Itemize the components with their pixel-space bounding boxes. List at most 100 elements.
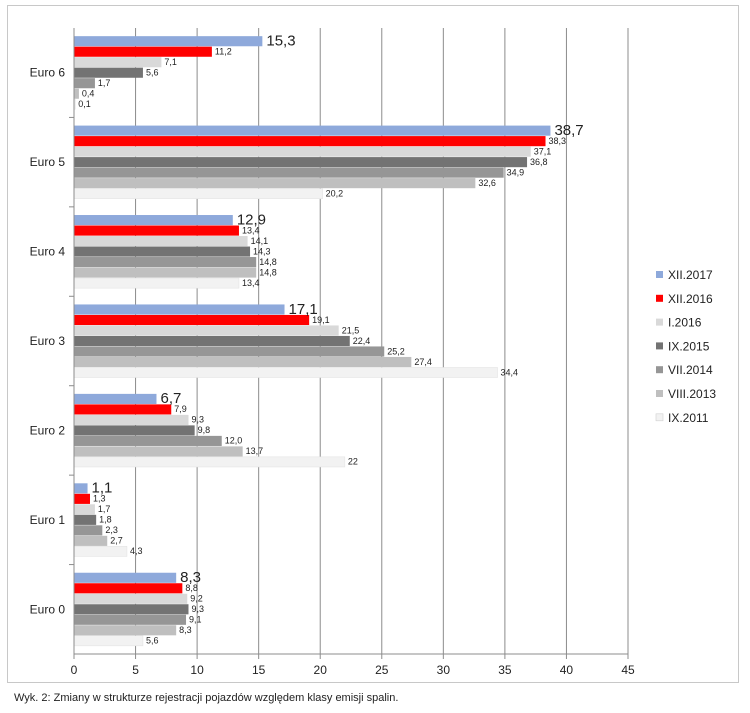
data-label: 12,0	[225, 436, 243, 446]
data-label: 8,3	[180, 569, 201, 586]
bar	[74, 404, 172, 415]
data-label: 14,3	[253, 246, 271, 256]
axis-layer: 0 5 10 15 20 25 30 35 40 45 Euro 6 Euro 5 Euro 4 Euro…	[30, 28, 635, 677]
data-label: 19,1	[312, 315, 330, 325]
legend-swatch	[656, 342, 663, 350]
legend-label: XII.2016	[668, 292, 713, 306]
data-label: 7,1	[164, 57, 177, 67]
category-label: Euro 6	[30, 66, 66, 80]
data-label: 6,7	[160, 390, 181, 407]
bars-layer	[73, 36, 551, 647]
bar	[74, 483, 88, 494]
legend-swatch	[656, 366, 663, 374]
value-labels-layer: 15,311,27,15,61,70,40,138,738,337,136,83…	[78, 32, 583, 645]
legend: XII.2017 XII.2016 I.2016 IX.2015 VII.2014 VII…	[655, 268, 716, 425]
category-label: Euro 1	[30, 513, 66, 527]
data-label: 13,7	[246, 446, 264, 456]
bar	[74, 593, 188, 604]
bar	[74, 335, 350, 347]
bar	[74, 136, 546, 147]
bar	[74, 46, 212, 57]
legend-swatch	[656, 390, 663, 397]
bar	[73, 277, 240, 289]
data-label: 8,8	[185, 583, 198, 593]
data-label: 34,9	[507, 167, 525, 177]
data-label: 9,2	[190, 594, 203, 604]
data-label: 14,8	[259, 257, 277, 267]
bar	[74, 493, 91, 504]
data-label: 0,1	[78, 99, 91, 109]
data-label: 20,2	[326, 188, 344, 198]
bar	[74, 414, 189, 425]
data-label: 2,7	[110, 536, 123, 546]
bar	[74, 356, 412, 368]
x-tick-label: 25	[375, 663, 389, 677]
data-label: 13,4	[242, 225, 260, 235]
bar	[74, 267, 257, 278]
x-tick-label: 5	[132, 663, 139, 677]
x-tick-label: 20	[314, 663, 328, 677]
bar	[74, 572, 177, 583]
x-tick-label: 40	[560, 663, 574, 677]
legend-swatch	[656, 271, 663, 278]
data-label: 38,7	[554, 122, 583, 139]
data-label: 22	[348, 457, 358, 467]
data-label: 8,3	[179, 625, 192, 635]
bar	[74, 215, 233, 226]
category-label: Euro 3	[30, 334, 66, 348]
bar	[73, 635, 144, 647]
bar	[74, 504, 95, 515]
bar	[74, 236, 248, 247]
bar	[74, 88, 79, 99]
bar	[74, 36, 263, 47]
bar	[74, 525, 103, 536]
legend-label: I.2016	[668, 316, 702, 330]
legend-label: IX.2011	[668, 411, 709, 425]
data-label: 36,8	[530, 157, 548, 167]
data-label: 9,8	[198, 425, 211, 435]
bar	[73, 456, 346, 468]
data-label: 2,3	[105, 525, 118, 535]
bar	[74, 625, 177, 636]
data-label: 37,1	[534, 146, 552, 156]
x-tick-label: 15	[252, 663, 266, 677]
bar	[74, 78, 95, 89]
bar	[74, 325, 339, 336]
data-label: 11,2	[215, 46, 232, 56]
x-tick-label: 45	[621, 663, 635, 677]
data-label: 4,3	[130, 546, 143, 556]
data-label: 17,1	[289, 301, 318, 318]
data-label: 34,4	[501, 367, 519, 377]
bar	[74, 604, 189, 615]
x-tick-label: 0	[71, 663, 78, 677]
data-label: 1,8	[99, 515, 112, 525]
category-label: Euro 5	[30, 155, 66, 169]
legend-label: VIII.2013	[668, 387, 716, 401]
data-label: 5,6	[146, 67, 159, 77]
data-label: 14,8	[259, 267, 277, 277]
bar	[74, 57, 162, 68]
data-label: 21,5	[342, 325, 360, 335]
data-label: 9,3	[191, 604, 204, 614]
data-label: 25,2	[387, 346, 405, 356]
data-label: 1,3	[93, 494, 106, 504]
data-label: 12,9	[237, 211, 266, 228]
data-label: 0,4	[82, 88, 95, 98]
chart-caption: Wyk. 2: Zmiany w strukturze rejestracji …	[14, 692, 399, 704]
bar	[74, 125, 551, 136]
bar	[74, 583, 183, 594]
bar	[74, 446, 243, 457]
data-label: 15,3	[266, 32, 295, 49]
bar	[73, 367, 498, 378]
bar	[74, 246, 251, 257]
bar	[74, 535, 108, 546]
data-label: 22,4	[353, 336, 371, 346]
emission-class-bar-chart: 15,311,27,15,61,70,40,138,738,337,136,83…	[30, 28, 716, 677]
data-label: 5,6	[146, 636, 159, 646]
bar	[73, 546, 128, 557]
category-label: Euro 0	[30, 602, 66, 616]
bar	[74, 346, 385, 357]
x-tick-label: 35	[498, 663, 512, 677]
data-label: 1,7	[98, 504, 111, 514]
bar	[74, 393, 157, 404]
